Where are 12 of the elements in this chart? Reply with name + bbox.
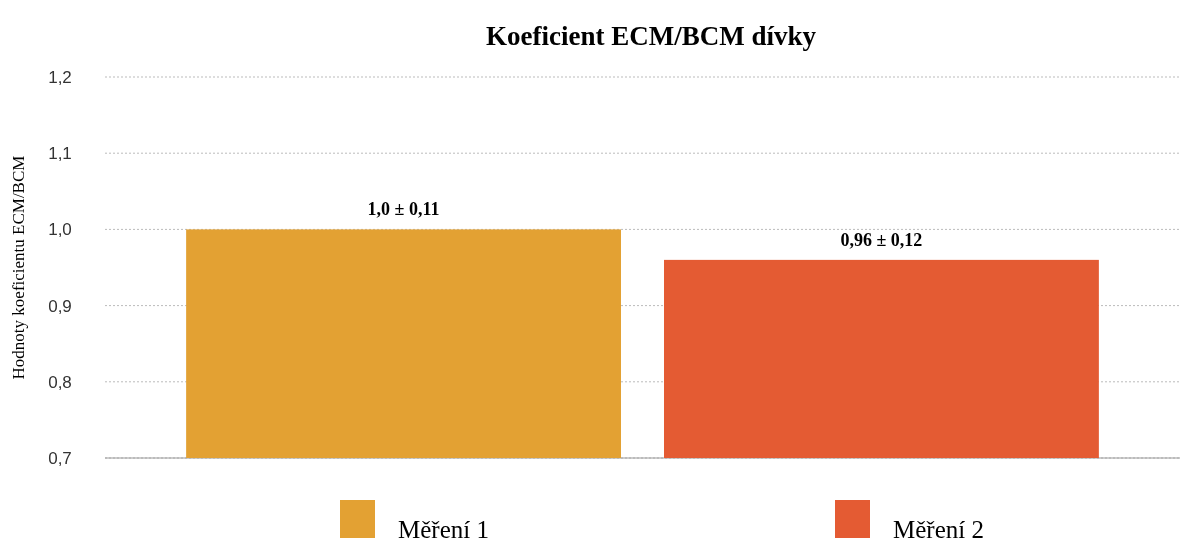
y-tick-label: 1,1 <box>48 144 72 164</box>
data-label: 1,0 ± 0,11 <box>367 199 440 220</box>
y-tick-label: 1,0 <box>48 220 72 240</box>
y-tick-label: 0,7 <box>48 449 72 468</box>
data-label: 0,96 ± 0,12 <box>840 229 923 250</box>
y-tick-label: 0,9 <box>48 296 72 316</box>
y-tick-label: 0,8 <box>48 372 72 392</box>
chart-title: Koeficient ECM/BCM dívky <box>486 21 817 51</box>
y-tick-label: 1,2 <box>48 68 72 87</box>
legend-label: Měření 2 <box>893 516 984 543</box>
y-axis-title: Hodnoty koeficientu ECM/BCM <box>9 155 28 380</box>
legend-label: Měření 1 <box>398 516 489 543</box>
